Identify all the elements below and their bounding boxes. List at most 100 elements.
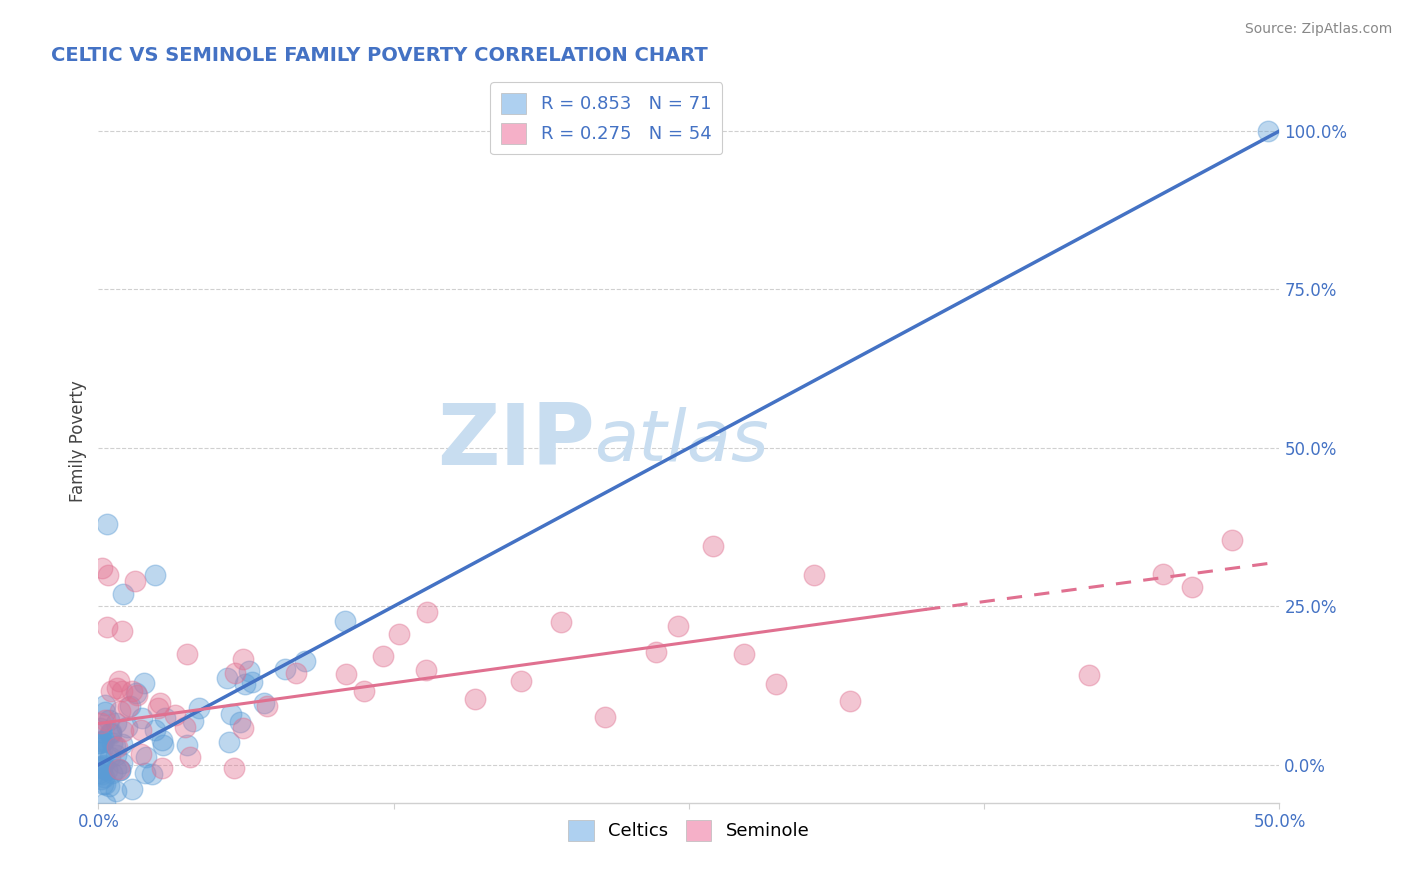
Point — [127, 688, 149, 702]
Point — [181, 714, 204, 728]
Point — [131, 711, 153, 725]
Point — [134, 765, 156, 780]
Point — [179, 749, 201, 764]
Point — [105, 681, 128, 695]
Point — [294, 654, 316, 668]
Point — [273, 662, 295, 676]
Point — [153, 711, 176, 725]
Point — [1152, 567, 1174, 582]
Point — [108, 764, 131, 778]
Point — [174, 720, 197, 734]
Point — [353, 684, 375, 698]
Point — [94, 714, 117, 728]
Point — [94, 705, 117, 719]
Point — [100, 684, 122, 698]
Point — [91, 735, 114, 749]
Point — [104, 762, 127, 776]
Point — [593, 709, 616, 723]
Point — [141, 766, 163, 780]
Point — [163, 708, 186, 723]
Point — [1257, 124, 1279, 138]
Point — [1077, 668, 1099, 682]
Point — [224, 666, 246, 681]
Point — [110, 624, 132, 638]
Point — [98, 779, 121, 793]
Point — [118, 698, 141, 713]
Point — [645, 645, 668, 659]
Point — [100, 726, 122, 740]
Point — [240, 675, 263, 690]
Point — [222, 761, 245, 775]
Text: Source: ZipAtlas.com: Source: ZipAtlas.com — [1244, 22, 1392, 37]
Point — [176, 647, 198, 661]
Point — [150, 733, 173, 747]
Point — [117, 720, 139, 734]
Point — [510, 673, 533, 688]
Point — [464, 692, 486, 706]
Point — [87, 766, 110, 780]
Legend: Celtics, Seminole: Celtics, Seminole — [561, 813, 817, 848]
Point — [143, 567, 166, 582]
Point — [221, 706, 243, 721]
Point — [89, 736, 111, 750]
Point — [94, 777, 117, 791]
Point — [111, 738, 134, 752]
Point — [131, 723, 153, 738]
Point — [233, 677, 256, 691]
Point — [188, 701, 211, 715]
Point — [335, 667, 357, 681]
Point — [152, 738, 174, 752]
Point — [388, 627, 411, 641]
Point — [90, 734, 112, 748]
Point — [87, 736, 110, 750]
Point — [108, 762, 131, 776]
Point — [91, 758, 114, 772]
Point — [415, 663, 437, 677]
Point — [702, 539, 724, 553]
Point — [839, 694, 862, 708]
Point — [1181, 580, 1204, 594]
Point — [105, 784, 128, 798]
Point — [146, 701, 169, 715]
Point — [232, 652, 254, 666]
Point — [129, 747, 152, 761]
Point — [90, 772, 112, 787]
Point — [135, 750, 157, 764]
Point — [90, 766, 112, 780]
Y-axis label: Family Poverty: Family Poverty — [69, 381, 87, 502]
Point — [149, 696, 172, 710]
Point — [105, 747, 128, 762]
Point — [94, 698, 117, 712]
Point — [256, 699, 278, 714]
Point — [111, 684, 134, 698]
Point — [416, 605, 439, 619]
Point — [550, 615, 572, 630]
Point — [125, 686, 148, 700]
Point — [91, 759, 114, 773]
Point — [285, 666, 308, 681]
Point — [112, 587, 135, 601]
Point — [1220, 533, 1243, 548]
Point — [97, 567, 120, 582]
Text: atlas: atlas — [595, 407, 769, 476]
Point — [104, 739, 127, 753]
Point — [93, 733, 115, 747]
Point — [150, 761, 173, 775]
Point — [90, 715, 112, 730]
Point — [105, 739, 128, 754]
Point — [176, 738, 198, 752]
Point — [89, 721, 111, 735]
Point — [215, 671, 238, 685]
Point — [89, 745, 111, 759]
Point — [111, 724, 134, 739]
Point — [111, 756, 134, 771]
Point — [104, 716, 127, 731]
Point — [90, 760, 112, 774]
Point — [98, 750, 121, 764]
Point — [101, 765, 124, 780]
Point — [91, 561, 114, 575]
Point — [373, 649, 395, 664]
Point — [229, 714, 252, 729]
Point — [238, 664, 260, 678]
Point — [124, 574, 146, 588]
